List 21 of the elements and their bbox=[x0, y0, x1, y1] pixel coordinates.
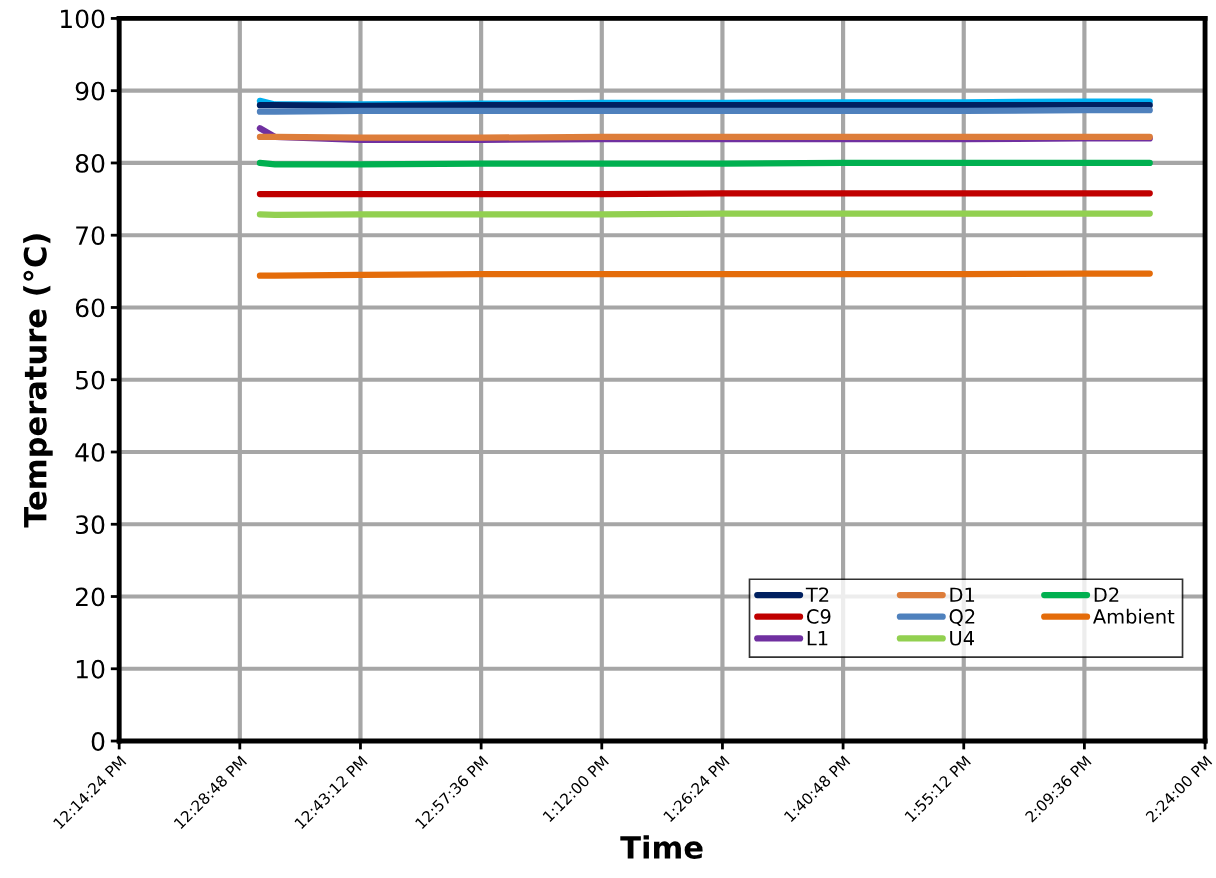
legend-label: D2 bbox=[1094, 587, 1119, 602]
x-axis-title: Time bbox=[620, 835, 703, 859]
y-tick-label: 30 bbox=[76, 515, 105, 535]
y-tick-label: 100 bbox=[61, 9, 105, 29]
y-tick-label: 0 bbox=[91, 731, 105, 751]
y-tick-label: 20 bbox=[75, 587, 105, 607]
legend-label: Q2 bbox=[949, 609, 975, 627]
y-tick-label: 70 bbox=[76, 226, 105, 246]
legend-label: T2 bbox=[805, 587, 829, 602]
legend-label: Ambient bbox=[1093, 608, 1175, 624]
y-tick-label: 10 bbox=[76, 659, 105, 679]
y-tick-label: 60 bbox=[75, 298, 105, 318]
legend-label: U4 bbox=[950, 631, 975, 646]
y-tick-label: 90 bbox=[75, 81, 105, 101]
y-axis-title: Temperature (°C) bbox=[23, 234, 53, 528]
legend-label: D1 bbox=[950, 587, 975, 602]
y-tick-label: 40 bbox=[75, 442, 105, 462]
y-tick-label: 50 bbox=[76, 370, 105, 390]
legend-label: C9 bbox=[806, 609, 831, 624]
legend-label: L1 bbox=[807, 631, 828, 646]
y-tick-label: 80 bbox=[75, 153, 105, 173]
